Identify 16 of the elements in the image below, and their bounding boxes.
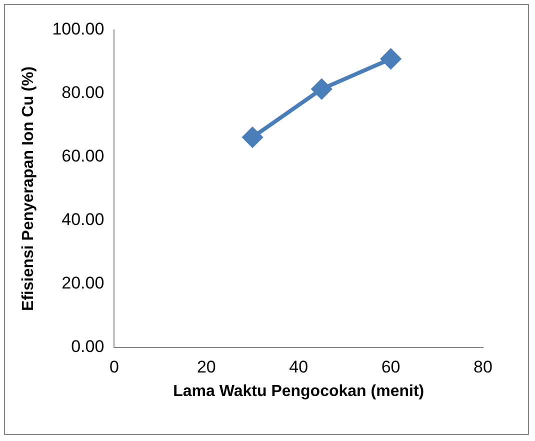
x-axis-title: Lama Waktu Pengocokan (menit): [173, 382, 424, 400]
x-tick-label: 20: [196, 357, 216, 376]
y-tick-label: 60.00: [62, 146, 104, 166]
x-tick-label: 80: [474, 357, 492, 376]
y-tick-label: 80.00: [62, 83, 104, 102]
y-tick-label: 40.00: [62, 210, 104, 230]
y-axis-title: Efisiensi Penyerapan Ion Cu (%): [20, 66, 38, 311]
x-tick-label: 0: [109, 357, 119, 376]
point: [380, 48, 401, 69]
y-tick-label: 0.00: [71, 337, 104, 356]
y-tick-label: 20.00: [62, 274, 104, 293]
point: [242, 127, 262, 148]
x-tick-label: 60: [381, 357, 400, 376]
point: [312, 79, 332, 100]
x-tick-label: 40: [289, 357, 308, 376]
y-tick-label: 100.00: [52, 20, 104, 39]
